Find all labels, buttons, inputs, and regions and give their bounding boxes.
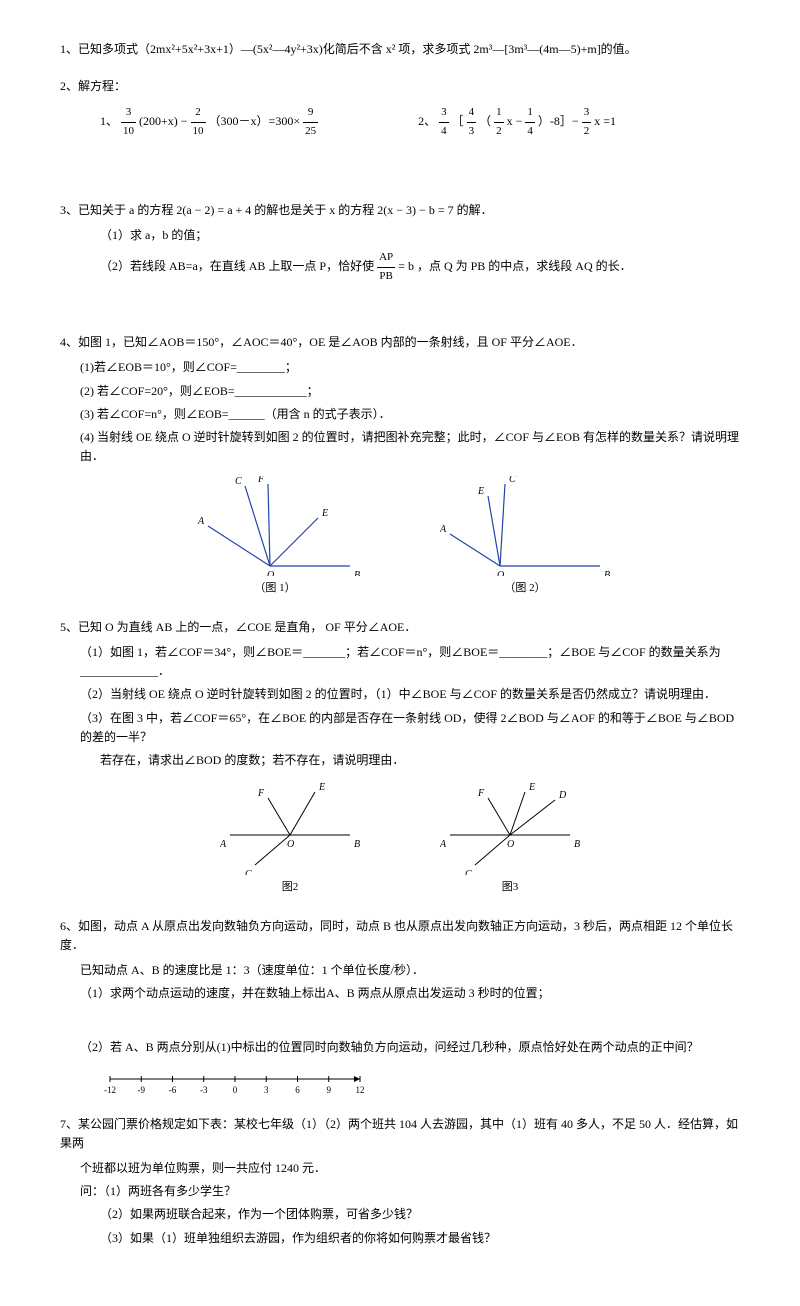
p7-text1: 某公园门票价格规定如下表：某校七年级（1）（2）两个班共 104 人去游园，其中… — [60, 1117, 738, 1150]
p7-num: 7、 — [60, 1117, 78, 1131]
svg-text:O: O — [287, 839, 294, 850]
p4-s2: (2) 若∠COF=20°，则∠EOB=____________； — [60, 382, 740, 401]
svg-text:B: B — [574, 839, 580, 850]
p5-fig2-svg: A B E F C O — [220, 780, 360, 875]
p6-numberline: -12 -9 -6 -3 0 3 6 9 12 — [100, 1067, 740, 1097]
frac: 925 — [303, 104, 318, 140]
p4-s3: (3) 若∠COF=n°，则∠EOB=______（用含 n 的式子表示）． — [60, 405, 740, 424]
p5-fig2-label: 图2 — [220, 879, 360, 897]
svg-text:A: A — [197, 516, 205, 527]
svg-text:A: A — [440, 524, 447, 535]
p4-fig2-svg: B A C E O — [440, 476, 610, 576]
svg-text:O: O — [507, 839, 514, 850]
problem-5: 5、已知 O 为直线 AB 上的一点，∠COE 是直角， OF 平分∠AOE． … — [60, 618, 740, 897]
p5-fig3-label: 图3 — [440, 879, 580, 897]
p3-s2: （2）若线段 AB=a，在直线 AB 上取一点 P，恰好使 APPB = b ，… — [60, 249, 740, 285]
svg-text:E: E — [528, 782, 535, 793]
p3-s1: （1）求 a，b 的值； — [60, 226, 740, 245]
p3-text: 已知关于 a 的方程 2(a − 2) = a + 4 的解也是关于 x 的方程… — [78, 203, 493, 217]
svg-text:-9: -9 — [138, 1085, 146, 1095]
frac: 34 — [439, 104, 449, 140]
p4-figure-2: B A C E O （图 2） — [440, 476, 610, 598]
svg-text:B: B — [354, 570, 360, 576]
p4-fig1-svg: B A C F E O — [190, 476, 360, 576]
p1-num: 1、 — [60, 42, 78, 56]
p5-num: 5、 — [60, 620, 78, 634]
svg-text:F: F — [257, 476, 265, 485]
p5-s1: （1）如图 1，若∠COF＝34°，则∠BOE＝_______；若∠COF＝n°… — [60, 643, 740, 681]
p5-s3b: 若存在，请求出∠BOD 的度数；若不存在，请说明理由． — [60, 751, 740, 770]
p7-q: 问：（1）两班各有多少学生？ — [60, 1182, 740, 1201]
svg-text:-12: -12 — [104, 1085, 116, 1095]
svg-text:-3: -3 — [200, 1085, 208, 1095]
frac: 310 — [121, 104, 136, 140]
p7-s2: （2）如果两班联合起来，作为一个团体购票，可省多少钱？ — [60, 1205, 740, 1224]
svg-text:E: E — [321, 508, 328, 519]
svg-text:6: 6 — [295, 1085, 300, 1095]
problem-1: 1、已知多项式（2mx²+5x²+3x+1）—(5x²—4y²+3x)化简后不含… — [60, 40, 740, 59]
p5-text: 已知 O 为直线 AB 上的一点，∠COE 是直角， OF 平分∠AOE． — [78, 620, 416, 634]
p5-fig3-svg: A B E F D C O — [440, 780, 580, 875]
p5-figure-3: A B E F D C O 图3 — [440, 780, 580, 897]
svg-text:O: O — [497, 570, 504, 576]
p4-s4: (4) 当射线 OE 绕点 O 逆时针旋转到如图 2 的位置时，请把图补充完整；… — [60, 428, 740, 466]
p6-text2: 已知动点 A、B 的速度比是 1：3（速度单位：1 个单位长度/秒）． — [60, 961, 740, 980]
svg-text:A: A — [220, 839, 227, 850]
svg-text:C: C — [465, 869, 472, 875]
svg-text:12: 12 — [356, 1085, 365, 1095]
svg-text:E: E — [318, 782, 325, 793]
svg-text:-6: -6 — [169, 1085, 177, 1095]
p6-s2: （2）若 A、B 两点分别从(1)中标出的位置同时向数轴负方向运动，问经过几秒种… — [60, 1038, 740, 1057]
p7-s3: （3）如果（1）班单独组织去游园，作为组织者的你将如何购票才最省钱？ — [60, 1229, 740, 1248]
frac: 12 — [494, 104, 504, 140]
svg-text:3: 3 — [264, 1085, 269, 1095]
svg-text:D: D — [558, 790, 567, 801]
eq1-label: 1、 — [100, 114, 118, 128]
p4-fig2-label: （图 2） — [440, 580, 610, 598]
p2-title: 解方程： — [78, 79, 126, 93]
p1-text: 已知多项式（2mx²+5x²+3x+1）—(5x²—4y²+3x)化简后不含 x… — [78, 42, 637, 56]
svg-text:0: 0 — [233, 1085, 238, 1095]
p4-fig1-label: （图 1） — [190, 580, 360, 598]
problem-7: 7、某公园门票价格规定如下表：某校七年级（1）（2）两个班共 104 人去游园，… — [60, 1115, 740, 1248]
p5-figure-2: A B E F C O 图2 — [220, 780, 360, 897]
problem-3: 3、已知关于 a 的方程 2(a − 2) = a + 4 的解也是关于 x 的… — [60, 201, 740, 286]
svg-text:A: A — [440, 839, 447, 850]
p3-num: 3、 — [60, 203, 78, 217]
svg-text:C: C — [245, 869, 252, 875]
svg-text:B: B — [354, 839, 360, 850]
svg-text:C: C — [509, 476, 516, 485]
frac: 43 — [467, 104, 477, 140]
p5-s3a: （3）在图 3 中，若∠COF＝65°，在∠BOE 的内部是否存在一条射线 OD… — [60, 709, 740, 747]
svg-text:C: C — [235, 476, 242, 487]
svg-text:O: O — [267, 570, 274, 576]
frac: 32 — [582, 104, 592, 140]
svg-text:F: F — [257, 788, 265, 799]
p4-text: 如图 1，已知∠AOB＝150°，∠AOC＝40°，OE 是∠AOB 内部的一条… — [78, 335, 583, 349]
p6-text1: 如图，动点 A 从原点出发向数轴负方向运动，同时，动点 B 也从原点出发向数轴正… — [60, 919, 733, 952]
p5-s2: （2）当射线 OE 绕点 O 逆时针旋转到如图 2 的位置时，（1）中∠BOE … — [60, 685, 740, 704]
svg-text:B: B — [604, 570, 610, 576]
svg-text:E: E — [477, 486, 484, 497]
problem-4: 4、如图 1，已知∠AOB＝150°，∠AOC＝40°，OE 是∠AOB 内部的… — [60, 333, 740, 598]
svg-text:F: F — [477, 788, 485, 799]
frac: 210 — [191, 104, 206, 140]
p4-s1: (1)若∠EOB＝10°，则∠COF=________； — [60, 358, 740, 377]
p7-text2: 个班都以班为单位购票，则一共应付 1240 元． — [60, 1159, 740, 1178]
p4-num: 4、 — [60, 335, 78, 349]
frac: 14 — [525, 104, 535, 140]
p4-figure-1: B A C F E O （图 1） — [190, 476, 360, 598]
p2-eq2: 2、 34 ［ 43 （ 12 x − 14 ）-8］− 32 x =1 — [418, 104, 616, 140]
frac-ap-pb: APPB — [377, 249, 395, 285]
p6-s1: （1）求两个动点运动的速度，并在数轴上标出A、B 两点从原点出发运动 3 秒时的… — [60, 984, 740, 1003]
problem-2: 2、解方程： 1、 310 (200+x) − 210 （300－x）=300×… — [60, 77, 740, 140]
svg-text:9: 9 — [327, 1085, 332, 1095]
p2-eq1: 1、 310 (200+x) − 210 （300－x）=300× 925 — [100, 104, 318, 140]
p2-num: 2、 — [60, 79, 78, 93]
problem-6: 6、如图，动点 A 从原点出发向数轴负方向运动，同时，动点 B 也从原点出发向数… — [60, 917, 740, 1097]
eq2-label: 2、 — [418, 114, 436, 128]
p6-num: 6、 — [60, 919, 78, 933]
p2-equations: 1、 310 (200+x) − 210 （300－x）=300× 925 2、… — [60, 104, 740, 140]
